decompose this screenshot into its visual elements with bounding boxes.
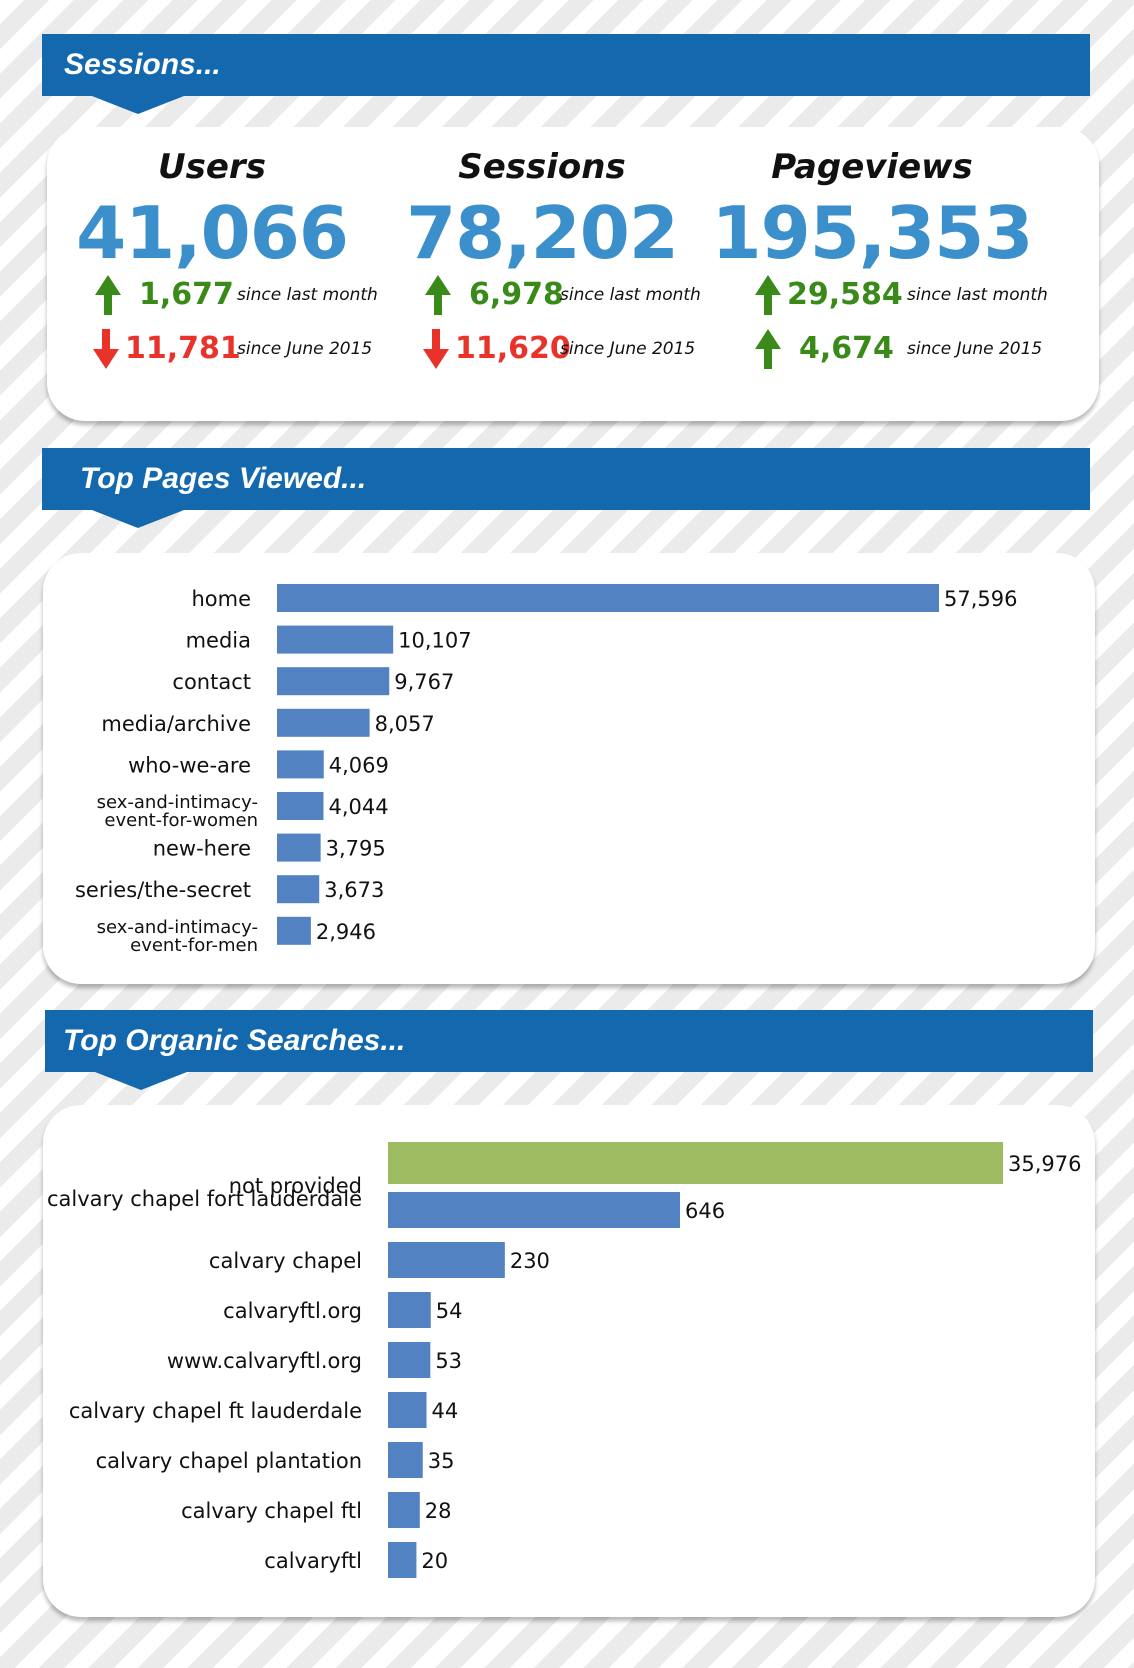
bar-value-label: 54	[436, 1299, 463, 1323]
category-label: www.calvaryftl.org	[167, 1349, 362, 1373]
arrow-down-icon	[423, 329, 449, 369]
bar	[388, 1492, 420, 1528]
bar	[388, 1442, 423, 1478]
stat-value: 195,353	[711, 191, 1034, 275]
arrow-down-icon	[93, 329, 119, 369]
arrow-up-icon	[95, 275, 121, 315]
bar	[388, 1392, 427, 1428]
delta-row: 11,620 since June 2015	[377, 327, 707, 371]
delta-label: since last month	[907, 285, 1048, 305]
bar-value-label: 8,057	[375, 712, 435, 736]
sessions-banner: Sessions...	[42, 34, 1090, 114]
bar	[277, 916, 311, 945]
category-label: calvary chapel ftl	[181, 1499, 362, 1523]
delta-value: 29,584	[787, 277, 903, 312]
bar-value-label: 57,596	[944, 587, 1017, 611]
stat-value: 41,066	[76, 191, 349, 275]
top-searches-title: Top Organic Searches...	[63, 1024, 406, 1057]
delta-row: 11,781 since June 2015	[47, 327, 377, 371]
category-label: calvary chapel plantation	[96, 1449, 362, 1473]
bar-value-label: 646	[685, 1199, 725, 1223]
top-pages-chart: 57,596 home 10,107 media 9,767 contact 8,057 me…	[75, 584, 1017, 956]
category-label: series/the-secret	[75, 878, 251, 902]
stat-title: Sessions	[458, 147, 626, 187]
delta-row: 4,674 since June 2015	[707, 327, 1042, 371]
category-label: not provided	[229, 1174, 362, 1198]
bar-value-label: 35	[428, 1449, 455, 1473]
bar-value-label: 4,069	[329, 753, 389, 777]
sessions-title: Sessions...	[64, 48, 221, 81]
bar	[388, 1242, 505, 1278]
delta-label: since June 2015	[560, 339, 696, 359]
bar	[277, 875, 320, 904]
bar-value-label: 2,946	[316, 920, 376, 944]
stat-pageviews: Pageviews 195,353 29,584 since last month 4,…	[707, 127, 1048, 421]
delta-row: 6,978 since last month	[377, 273, 707, 317]
bar	[277, 625, 394, 654]
stat-title: Pageviews	[771, 147, 973, 187]
top-searches-card: 35,976 not provided 646 calvary chapel fort…	[43, 1105, 1095, 1617]
top-pages-banner: Top Pages Viewed...	[42, 448, 1090, 528]
delta-label: since last month	[237, 285, 378, 305]
top-pages-card: 57,596 home 10,107 media 9,767 contact 8,057 me…	[43, 553, 1095, 984]
bar	[388, 1342, 431, 1378]
bar-value-label: 28	[425, 1499, 452, 1523]
arrow-up-icon	[755, 329, 781, 369]
delta-value: 4,674	[799, 331, 894, 366]
bar	[388, 1142, 1003, 1184]
stats-card: Users 41,066 1,677 since last month 11,781 si…	[47, 127, 1099, 421]
top-searches-banner: Top Organic Searches...	[45, 1010, 1093, 1090]
category-label: calvary chapel ft lauderdale	[69, 1399, 362, 1423]
bar-value-label: 53	[435, 1349, 462, 1373]
bar-value-label: 44	[432, 1399, 459, 1423]
delta-label: since June 2015	[907, 339, 1043, 359]
bar-value-label: 230	[510, 1249, 550, 1273]
bar	[277, 667, 390, 696]
delta-value: 11,620	[455, 331, 571, 366]
bar	[388, 1542, 417, 1578]
arrow-up-icon	[425, 275, 451, 315]
bar	[388, 1292, 431, 1328]
bar	[277, 750, 324, 779]
bar	[277, 833, 321, 862]
category-label: contact	[172, 670, 251, 694]
category-label: new-here	[153, 837, 251, 861]
category-label: calvaryftl.org	[223, 1299, 362, 1323]
bar	[277, 792, 324, 820]
category-label: who-we-are	[128, 753, 251, 777]
category-label: media	[186, 629, 251, 653]
arrow-up-icon	[755, 275, 781, 315]
category-label: calvary chapel fort lauderdale	[47, 1187, 362, 1211]
bar-value-label: 9,767	[394, 670, 454, 694]
category-label: calvaryftl	[264, 1549, 362, 1573]
bar	[277, 584, 939, 612]
delta-row: 1,677 since last month	[47, 273, 378, 317]
delta-value: 11,781	[125, 331, 241, 366]
category-label: sex-and-intimacy-event-for-women	[97, 792, 258, 831]
category-label: calvary chapel	[209, 1249, 362, 1273]
stat-title: Users	[158, 147, 266, 187]
category-label: sex-and-intimacy-event-for-men	[97, 917, 258, 956]
delta-value: 1,677	[139, 277, 234, 312]
bar	[277, 708, 370, 737]
category-label: home	[191, 587, 251, 611]
delta-label: since last month	[560, 285, 701, 305]
category-label: media/archive	[101, 712, 251, 736]
stat-value: 78,202	[406, 191, 679, 275]
stat-users: Users 41,066 1,677 since last month 11,781 si…	[47, 127, 378, 421]
bar-value-label: 20	[421, 1549, 448, 1573]
delta-value: 6,978	[469, 277, 564, 312]
bar-value-label: 10,107	[398, 629, 471, 653]
top-pages-title: Top Pages Viewed...	[80, 462, 367, 495]
bar-value-label: 4,044	[328, 795, 388, 819]
bar-value-label: 3,673	[324, 878, 384, 902]
stat-sessions: Sessions 78,202 6,978 since last month 11,62…	[377, 127, 707, 421]
top-searches-chart: 35,976 not provided 646 calvary chapel fort…	[47, 1142, 1081, 1578]
bar	[388, 1192, 680, 1228]
bar-value-label: 3,795	[326, 837, 386, 861]
delta-row: 29,584 since last month	[707, 273, 1048, 317]
delta-label: since June 2015	[237, 339, 373, 359]
bar-value-label: 35,976	[1008, 1152, 1081, 1176]
